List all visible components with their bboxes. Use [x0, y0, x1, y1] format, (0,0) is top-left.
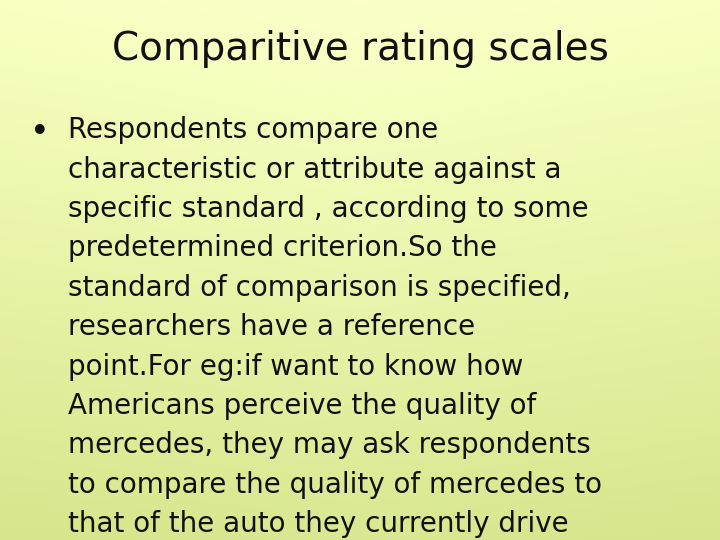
Text: Comparitive rating scales: Comparitive rating scales — [112, 30, 608, 68]
Text: characteristic or attribute against a: characteristic or attribute against a — [68, 156, 562, 184]
Text: mercedes, they may ask respondents: mercedes, they may ask respondents — [68, 431, 591, 460]
Text: Respondents compare one: Respondents compare one — [68, 116, 438, 144]
Text: researchers have a reference: researchers have a reference — [68, 313, 475, 341]
Text: specific standard , according to some: specific standard , according to some — [68, 195, 589, 223]
Text: to compare the quality of mercedes to: to compare the quality of mercedes to — [68, 471, 603, 499]
Text: point.For eg:if want to know how: point.For eg:if want to know how — [68, 353, 523, 381]
Text: Americans perceive the quality of: Americans perceive the quality of — [68, 392, 536, 420]
Text: predetermined criterion.So the: predetermined criterion.So the — [68, 234, 498, 262]
Text: that of the auto they currently drive: that of the auto they currently drive — [68, 510, 569, 538]
Text: •: • — [30, 116, 50, 149]
Text: standard of comparison is specified,: standard of comparison is specified, — [68, 274, 571, 302]
